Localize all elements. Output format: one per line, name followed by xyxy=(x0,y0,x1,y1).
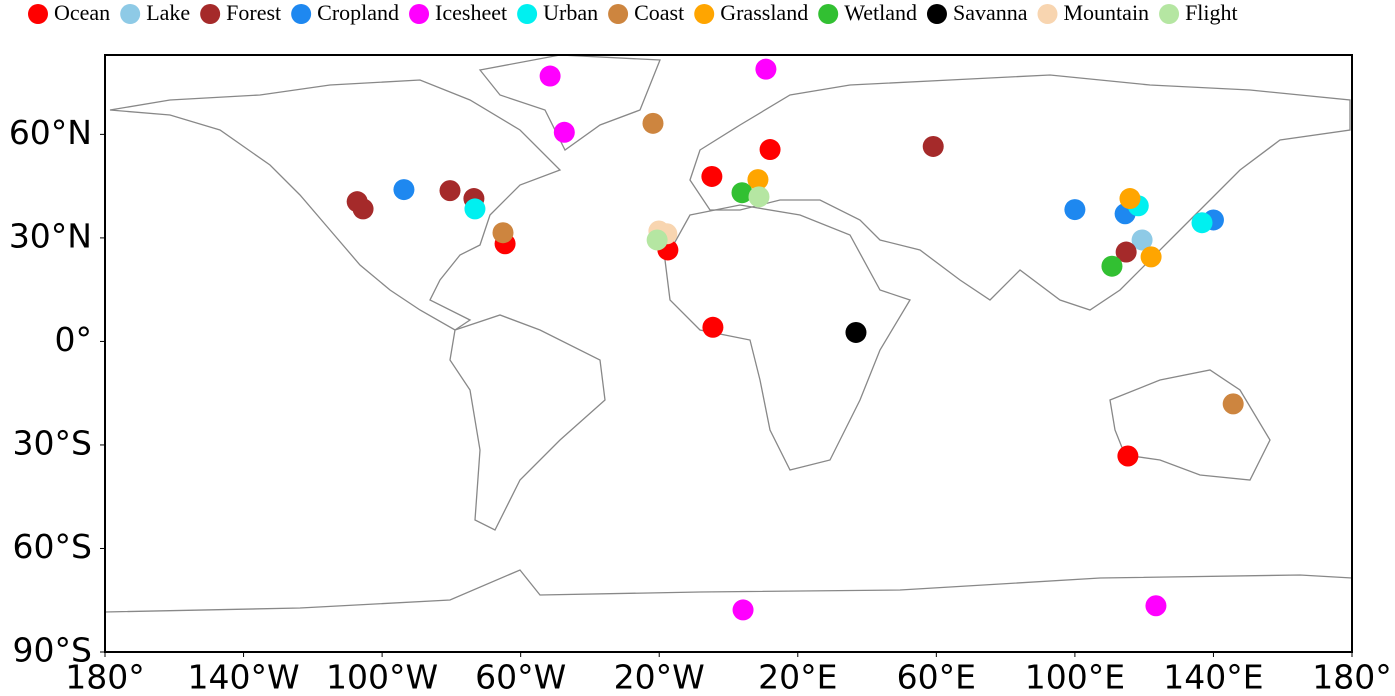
site-marker xyxy=(755,58,777,80)
x-tick-label: 60°W xyxy=(475,658,566,696)
antarctica xyxy=(104,569,1353,613)
site-marker xyxy=(553,121,575,143)
y-tick-label: 60°N xyxy=(9,113,92,152)
legend-label: Coast xyxy=(634,0,684,25)
site-marker xyxy=(701,165,723,187)
africa xyxy=(664,204,911,471)
site-marker xyxy=(1140,246,1162,268)
x-tick-label: 20°E xyxy=(758,658,837,696)
legend-label: Lake xyxy=(146,0,190,25)
legend-label: Mountain xyxy=(1064,0,1150,25)
site-marker xyxy=(748,186,770,208)
greenland xyxy=(478,54,661,151)
site-marker xyxy=(492,222,514,244)
legend-marker xyxy=(200,4,221,24)
site-marker xyxy=(702,316,724,338)
site-marker xyxy=(732,599,754,621)
legend-label: Wetland xyxy=(844,0,917,25)
x-tick-label: 140°W xyxy=(187,658,299,696)
legend-marker xyxy=(517,4,538,24)
site-marker xyxy=(539,65,561,87)
site-marker xyxy=(845,321,867,343)
site-marker xyxy=(1119,188,1141,210)
site-marker xyxy=(747,169,769,191)
x-tick-label: 100°E xyxy=(1025,658,1125,696)
y-tick-label: 30°N xyxy=(9,216,92,255)
legend-label: Cropland xyxy=(317,0,399,25)
y-tick-label: 60°S xyxy=(13,527,92,566)
legend-marker xyxy=(28,4,48,24)
north-america xyxy=(109,79,562,331)
australia xyxy=(1109,369,1271,481)
y-tick-label: 90°S xyxy=(13,631,92,670)
legend-marker xyxy=(608,4,629,24)
site-marker xyxy=(1117,445,1139,467)
site-marker xyxy=(1222,393,1244,415)
legend-label: Flight xyxy=(1185,0,1238,25)
legend-marker xyxy=(818,4,839,24)
site-marker xyxy=(759,139,781,161)
legend-marker xyxy=(926,4,947,24)
site-marker xyxy=(439,180,461,202)
x-tick-label: 140°E xyxy=(1163,658,1263,696)
site-marker xyxy=(922,135,944,157)
site-marker xyxy=(646,229,668,251)
coastlines xyxy=(104,54,1353,613)
site-marker xyxy=(1064,199,1086,221)
x-tick-label: 20°W xyxy=(614,658,705,696)
legend-label: Savanna xyxy=(953,0,1028,25)
legend-label: Urban xyxy=(543,0,598,25)
y-tick-label: 0° xyxy=(55,320,93,359)
legend-label: Ocean xyxy=(54,0,110,25)
legend-marker xyxy=(120,4,141,24)
legend-marker xyxy=(694,4,715,24)
site-marker xyxy=(1101,255,1123,277)
x-tick-label: 180° xyxy=(65,658,145,696)
y-tick-label: 30°S xyxy=(13,423,92,462)
legend-marker xyxy=(291,4,312,24)
legend-marker xyxy=(409,4,430,24)
x-tick-label: 60°E xyxy=(897,658,976,696)
eurasia xyxy=(689,74,1351,311)
site-marker xyxy=(1145,595,1167,617)
site-marker xyxy=(393,179,415,201)
legend-marker xyxy=(1159,4,1180,24)
site-marker xyxy=(642,112,664,134)
site-marker xyxy=(1131,229,1153,251)
legend-label: Grassland xyxy=(720,0,808,25)
site-marker xyxy=(731,182,753,204)
south-america xyxy=(449,314,606,531)
x-tick-label: 100°W xyxy=(326,658,438,696)
site-marker xyxy=(1115,241,1137,263)
site-marker xyxy=(352,198,374,220)
legend-label: Icesheet xyxy=(435,0,507,25)
legend-label: Forest xyxy=(226,0,281,25)
site-marker xyxy=(464,198,486,220)
site-marker xyxy=(1191,212,1213,234)
legend-marker xyxy=(1037,4,1058,24)
x-tick-label: 180° xyxy=(1312,658,1392,696)
plot-frame xyxy=(104,54,1353,653)
